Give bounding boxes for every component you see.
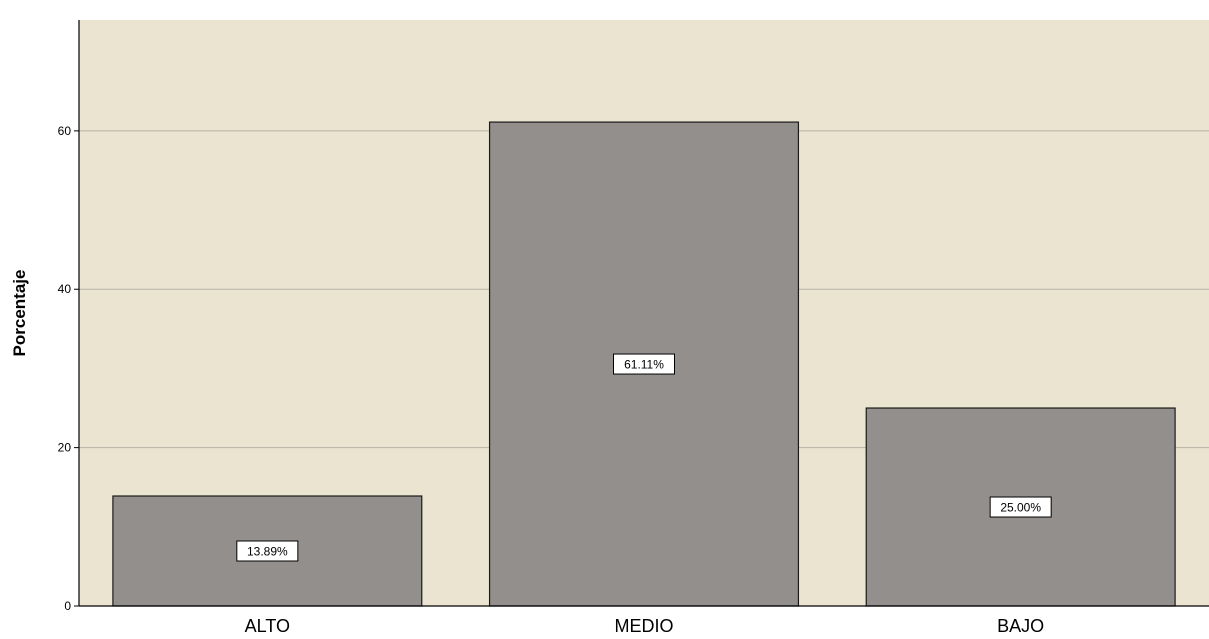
y-tick-label: 40 xyxy=(58,282,72,296)
data-label-box xyxy=(989,496,1052,518)
data-label-box xyxy=(613,353,675,375)
y-axis-title: Porcentaje xyxy=(10,270,29,357)
axes: 0 20 40 60 ALTO MEDIO BAJO xyxy=(58,20,1209,636)
data-label-box xyxy=(236,540,299,562)
x-category-label: ALTO xyxy=(245,616,290,636)
x-category-label: MEDIO xyxy=(614,616,673,636)
y-tick-label: 0 xyxy=(64,599,71,613)
data-labels: 13.89% 61.11% 25.00% xyxy=(236,353,1052,562)
data-label: 25.00% xyxy=(1000,501,1041,515)
data-label: 13.89% xyxy=(247,545,288,559)
data-label: 61.11% xyxy=(624,358,664,372)
x-category-label: BAJO xyxy=(997,616,1044,636)
y-tick-label: 60 xyxy=(58,124,72,138)
y-tick-label: 20 xyxy=(58,441,72,455)
